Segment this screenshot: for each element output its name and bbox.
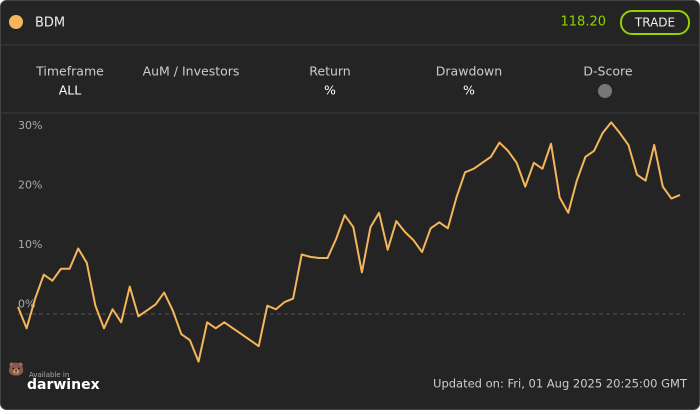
stat-value: ALL: [59, 83, 82, 98]
y-tick-label: 20%: [18, 178, 42, 191]
stat-label: Return: [309, 64, 350, 79]
logo-icon: 🐻: [8, 361, 24, 378]
stat-label: AuM / Investors: [143, 64, 240, 79]
y-tick-label: 30%: [18, 119, 42, 132]
stat-label: Timeframe: [35, 64, 104, 79]
stat-value: %: [324, 83, 336, 98]
d-score-icon: [598, 84, 612, 98]
equity-line: [17, 121, 681, 363]
stat-label: D-Score: [583, 64, 632, 79]
updated: Updated on: Fri, 01 Aug 2025 20:25:00 GM…: [433, 377, 688, 391]
y-tick-label: 10%: [18, 238, 42, 251]
stat-value: %: [463, 83, 475, 98]
trade-button[interactable]: [620, 10, 690, 35]
price: 118.20: [561, 15, 607, 30]
brand: darwinex: [27, 377, 100, 393]
y-tick-label: 0%: [18, 297, 35, 310]
stat-label: Drawdown: [436, 64, 502, 79]
trade-label[interactable]: TRADE: [634, 16, 675, 30]
symbol: BDM: [35, 16, 65, 31]
available-label: Available in: [29, 371, 69, 379]
symbol-dot: [9, 15, 23, 29]
